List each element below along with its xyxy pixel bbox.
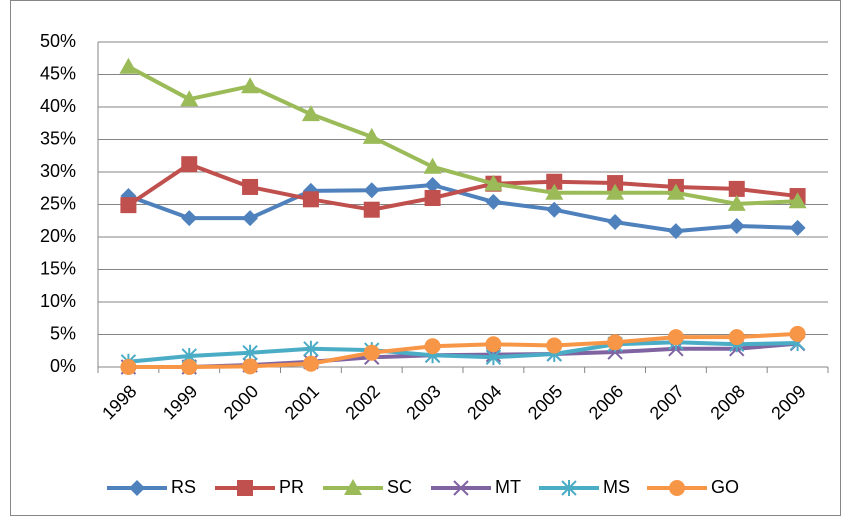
marker — [242, 344, 258, 361]
legend-marker — [129, 480, 145, 496]
marker — [302, 191, 319, 208]
marker — [181, 210, 198, 227]
marker — [242, 358, 259, 375]
legend-marker — [237, 480, 253, 496]
y-tick-label: 5% — [50, 323, 76, 343]
marker — [120, 197, 137, 214]
marker — [606, 183, 625, 200]
marker — [120, 359, 137, 375]
marker — [423, 157, 442, 174]
marker — [242, 178, 259, 195]
marker — [546, 173, 563, 190]
marker — [181, 156, 198, 173]
y-tick-label: 0% — [50, 356, 76, 376]
marker — [242, 210, 259, 227]
y-tick-label: 20% — [40, 226, 76, 246]
legend-label: SC — [387, 477, 412, 497]
marker — [728, 329, 745, 346]
marker — [181, 359, 198, 375]
legend-marker — [669, 480, 685, 496]
marker — [484, 174, 503, 191]
y-tick-label: 15% — [40, 258, 76, 278]
marker — [728, 217, 745, 234]
marker — [363, 201, 380, 218]
marker — [363, 182, 380, 199]
series-line — [128, 331, 798, 369]
legend-label: MS — [603, 477, 630, 497]
marker — [728, 180, 745, 197]
legend-label: PR — [279, 477, 304, 497]
marker — [607, 334, 624, 351]
marker — [546, 337, 563, 354]
y-tick-label: 50% — [40, 31, 76, 51]
y-tick-label: 35% — [40, 128, 76, 148]
marker — [485, 336, 502, 353]
marker — [301, 105, 320, 122]
marker — [362, 127, 381, 144]
marker — [607, 175, 624, 192]
marker — [788, 192, 807, 209]
series-line — [127, 162, 798, 212]
marker — [424, 338, 441, 355]
marker — [424, 190, 441, 206]
marker — [545, 183, 564, 200]
legend-marker — [344, 479, 362, 495]
marker — [607, 214, 624, 231]
legend-label: RS — [171, 477, 196, 497]
legend-marker — [453, 480, 469, 496]
series-line — [128, 340, 798, 364]
marker — [241, 77, 260, 94]
y-tick-label: 30% — [40, 161, 76, 181]
marker — [424, 177, 441, 193]
marker — [180, 90, 199, 107]
y-tick-label: 10% — [40, 291, 76, 311]
y-tick-label: 40% — [40, 96, 76, 116]
marker — [727, 194, 746, 211]
marker — [546, 201, 563, 218]
y-tick-label: 25% — [40, 193, 76, 213]
legend-label: GO — [711, 477, 739, 497]
marker — [363, 344, 380, 361]
legend-label: MT — [495, 477, 521, 497]
legend-marker — [561, 480, 577, 496]
series-line — [127, 64, 798, 206]
marker — [303, 340, 319, 357]
y-tick-label: 45% — [40, 63, 76, 83]
marker — [119, 57, 138, 74]
marker — [667, 329, 684, 346]
chart-border — [10, 0, 841, 516]
series-line — [127, 183, 798, 234]
marker — [666, 183, 685, 200]
marker — [789, 325, 806, 342]
marker — [302, 355, 319, 372]
marker — [667, 223, 684, 240]
marker — [485, 193, 502, 210]
marker — [789, 219, 806, 236]
